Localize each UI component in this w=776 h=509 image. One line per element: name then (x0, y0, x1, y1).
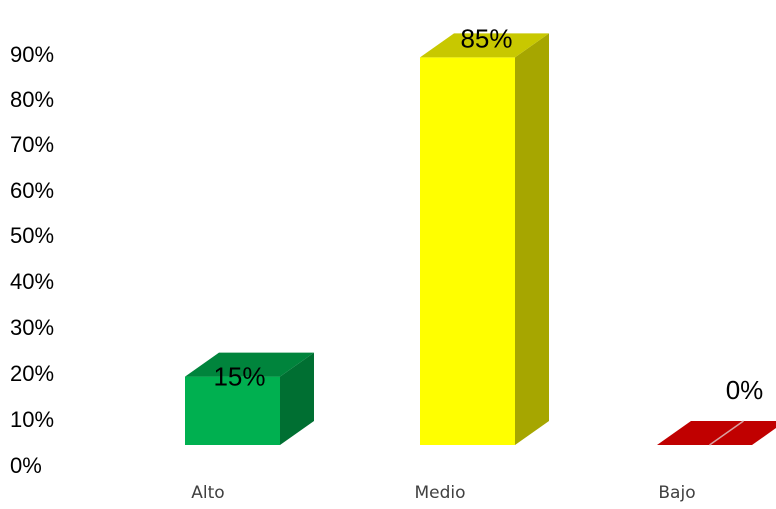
y-tick-label: 60% (10, 178, 54, 203)
data-label: 85% (460, 23, 512, 53)
y-tick-label: 70% (10, 132, 54, 157)
bar-side-alto (280, 352, 314, 445)
y-tick-label: 0% (10, 453, 42, 478)
bar-top-medio (420, 33, 549, 58)
x-category-label: Bajo (658, 483, 695, 503)
y-tick-label: 80% (10, 87, 54, 112)
bar-top-alto (185, 352, 314, 377)
y-tick-label: 40% (10, 269, 54, 294)
y-tick-label: 50% (10, 223, 54, 248)
x-category-label: Alto (191, 483, 224, 503)
bar-side-medio (515, 33, 549, 446)
bar-alto (185, 376, 280, 445)
x-category-label: Medio (414, 483, 465, 503)
bar-medio (420, 57, 515, 446)
bar-zero-edge (709, 420, 744, 446)
y-tick-label: 20% (10, 361, 54, 386)
data-label: 15% (213, 362, 265, 392)
data-label: 0% (726, 375, 764, 405)
y-tick-label: 10% (10, 407, 54, 432)
bar-bajo (657, 421, 776, 445)
y-tick-label: 30% (10, 315, 54, 340)
y-tick-label: 90% (10, 42, 54, 67)
